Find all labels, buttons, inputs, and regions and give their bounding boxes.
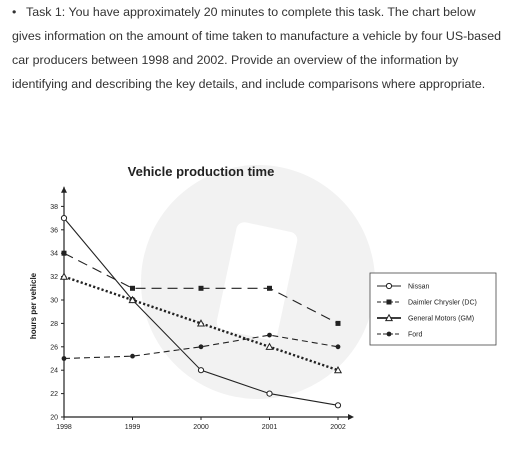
y-tick-label: 28: [50, 321, 58, 328]
marker-open-triangle: [59, 272, 69, 280]
legend-item: General Motors (GM): [377, 313, 474, 323]
marker-open-circle: [197, 367, 205, 374]
marker-filled-square: [386, 299, 392, 305]
bullet: •: [12, 5, 17, 19]
series-line: [63, 334, 339, 360]
task-text: Task 1: You have approximately 20 minute…: [12, 5, 502, 91]
legend-item: Nissan: [377, 282, 430, 291]
marker-open-triangle: [265, 342, 274, 350]
legend-item: Daimler Chrysler (DC): [377, 299, 477, 307]
marker-filled-circle: [386, 331, 392, 337]
marker-filled-square: [130, 285, 135, 291]
y-tick-label: 20: [50, 415, 58, 422]
x-tick-label: 2001: [262, 424, 278, 431]
x-tick-label: 2002: [330, 424, 346, 431]
marker-open-triangle: [196, 319, 206, 327]
y-tick-label: 26: [50, 344, 58, 351]
marker-open-circle: [334, 402, 342, 409]
series-ford: [61, 332, 341, 361]
marker-filled-square: [61, 250, 67, 256]
chart-title: Vehicle production time: [128, 164, 275, 179]
marker-filled-circle: [130, 353, 135, 359]
legend-item: Ford: [377, 332, 423, 339]
x-tick-label: 1998: [56, 424, 72, 431]
marker-filled-circle: [198, 344, 204, 350]
y-axis-label: hours per vehicle: [29, 272, 38, 339]
y-tick-label: 30: [50, 298, 58, 305]
y-tick-label: 34: [50, 251, 58, 258]
marker-filled-square: [267, 285, 272, 291]
x-ticks: 1998 1999 2000 2001 2002: [56, 417, 346, 431]
watermark: [141, 165, 375, 399]
marker-open-circle: [60, 215, 68, 222]
marker-filled-circle: [267, 332, 272, 338]
legend-label: General Motors (GM): [408, 316, 474, 323]
marker-open-triangle: [384, 313, 394, 322]
legend-label: Nissan: [408, 284, 430, 291]
x-tick-label: 2000: [193, 424, 209, 431]
marker-filled-square: [335, 320, 341, 326]
series-group: [59, 215, 343, 409]
marker-open-triangle: [128, 295, 137, 304]
marker-open-circle: [385, 282, 393, 290]
marker-open-triangle: [333, 365, 343, 374]
legend-label: Ford: [408, 332, 423, 339]
y-tick-label: 22: [50, 391, 58, 398]
series-daimler-chrysler-dc: [61, 250, 341, 326]
y-axis-arrow: [61, 186, 67, 193]
y-tick-label: 32: [50, 274, 58, 281]
y-tick-label: 24: [50, 368, 58, 375]
x-axis-arrow: [348, 414, 354, 420]
y-ticks: 20 22 24 26 28 30 32 34 36 38: [50, 204, 64, 422]
series-general-motors-gm: [59, 272, 343, 374]
legend-label: Daimler Chrysler (DC): [408, 300, 477, 307]
legend: Nissan Daimler Chrysler (DC) General Motor…: [369, 272, 497, 346]
axes: [61, 186, 354, 420]
x-tick-label: 1999: [125, 424, 141, 431]
marker-filled-square: [198, 285, 204, 291]
task-prompt: • Task 1: You have approximately 20 minu…: [12, 0, 502, 96]
marker-open-circle: [266, 390, 273, 397]
y-tick-label: 36: [50, 227, 58, 234]
marker-filled-circle: [61, 356, 67, 361]
y-tick-label: 38: [50, 204, 58, 211]
marker-filled-circle: [335, 344, 341, 350]
